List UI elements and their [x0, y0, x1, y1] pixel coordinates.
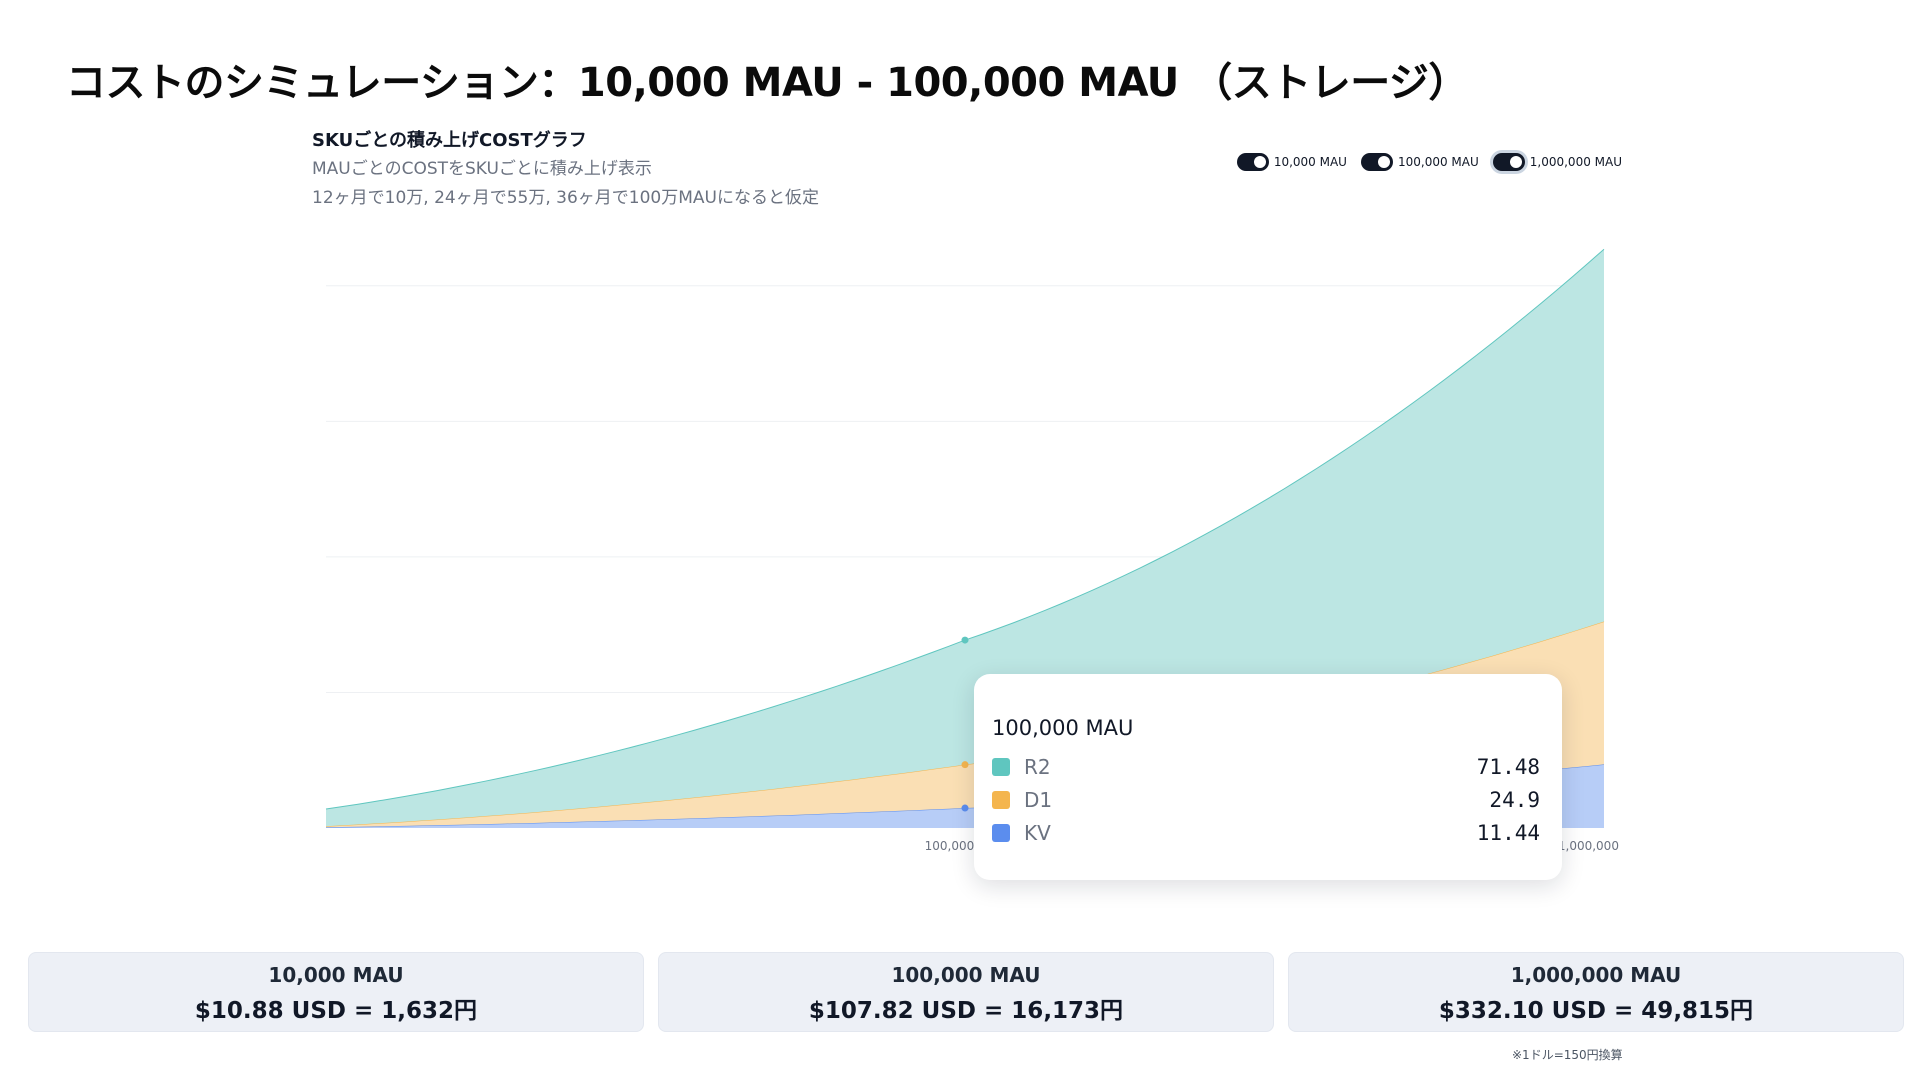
chart-subtitle-2: 12ヶ月で10万, 24ヶ月で55万, 36ヶ月で100万MAUになると仮定: [312, 188, 819, 208]
point-d1: [961, 761, 969, 769]
tooltip-series-value: 11.44: [1476, 821, 1540, 845]
point-kv: [961, 804, 969, 812]
summary-card-10k: 10,000 MAU $10.88 USD = 1,632円: [28, 952, 644, 1032]
summary-card-100k: 100,000 MAU $107.82 USD = 16,173円: [658, 952, 1274, 1032]
toggle-label: 10,000 MAU: [1273, 155, 1347, 169]
chart-subtitle-1: MAUごとのCOSTをSKUごとに積み上げ表示: [312, 159, 652, 179]
page-title: コストのシミュレーション：10,000 MAU - 100,000 MAU （ス…: [66, 60, 1468, 106]
tooltip-series-value: 71.48: [1476, 755, 1540, 779]
toggle-switch-icon[interactable]: [1236, 153, 1269, 171]
point-r2: [961, 636, 969, 644]
tooltip-row-kv: KV 11.44: [992, 820, 1540, 846]
toggle-100k-mau[interactable]: 100,000 MAU: [1360, 153, 1479, 171]
summary-label: 10,000 MAU: [268, 963, 404, 987]
tooltip-row-r2: R2 71.48: [992, 754, 1540, 780]
d1-swatch-icon: [992, 791, 1010, 809]
summary-value: $10.88 USD = 1,632円: [194, 998, 478, 1024]
chart-tooltip: 100,000 MAU R2 71.48 D1 24.9 KV 11.44: [974, 674, 1562, 880]
tooltip-series-name: D1: [1024, 788, 1053, 812]
tooltip-title: 100,000 MAU: [992, 716, 1134, 740]
tooltip-series-value: 24.9: [1489, 788, 1540, 812]
chart-card: SKUごとの積み上げCOSTグラフ MAUごとのCOSTをSKUごとに積み上げ表…: [312, 118, 1622, 938]
tooltip-series-name: KV: [1024, 821, 1051, 845]
chart-title: SKUごとの積み上げCOSTグラフ: [312, 130, 587, 151]
r2-swatch-icon: [992, 758, 1010, 776]
series-toggles: 10,000 MAU 100,000 MAU 1,000,000 MAU: [1236, 153, 1622, 171]
toggle-switch-icon[interactable]: [1492, 153, 1525, 171]
tooltip-row-d1: D1 24.9: [992, 787, 1540, 813]
toggle-10k-mau[interactable]: 10,000 MAU: [1236, 153, 1347, 171]
toggle-1m-mau[interactable]: 1,000,000 MAU: [1492, 153, 1622, 171]
summary-card-1m: 1,000,000 MAU $332.10 USD = 49,815円: [1288, 952, 1904, 1032]
summary-value: $332.10 USD = 49,815円: [1438, 998, 1754, 1024]
kv-swatch-icon: [992, 824, 1010, 842]
summary-label: 100,000 MAU: [891, 963, 1041, 987]
summary-label: 1,000,000 MAU: [1510, 963, 1682, 987]
tooltip-series-name: R2: [1024, 755, 1051, 779]
toggle-switch-icon[interactable]: [1360, 153, 1393, 171]
summary-value: $107.82 USD = 16,173円: [808, 998, 1124, 1024]
exchange-rate-footnote: ※1ドル=150円換算: [1512, 1048, 1623, 1062]
toggle-label: 1,000,000 MAU: [1529, 155, 1622, 169]
toggle-label: 100,000 MAU: [1397, 155, 1479, 169]
x-tick-label: 1,000,000 MAU: [1558, 839, 1622, 853]
